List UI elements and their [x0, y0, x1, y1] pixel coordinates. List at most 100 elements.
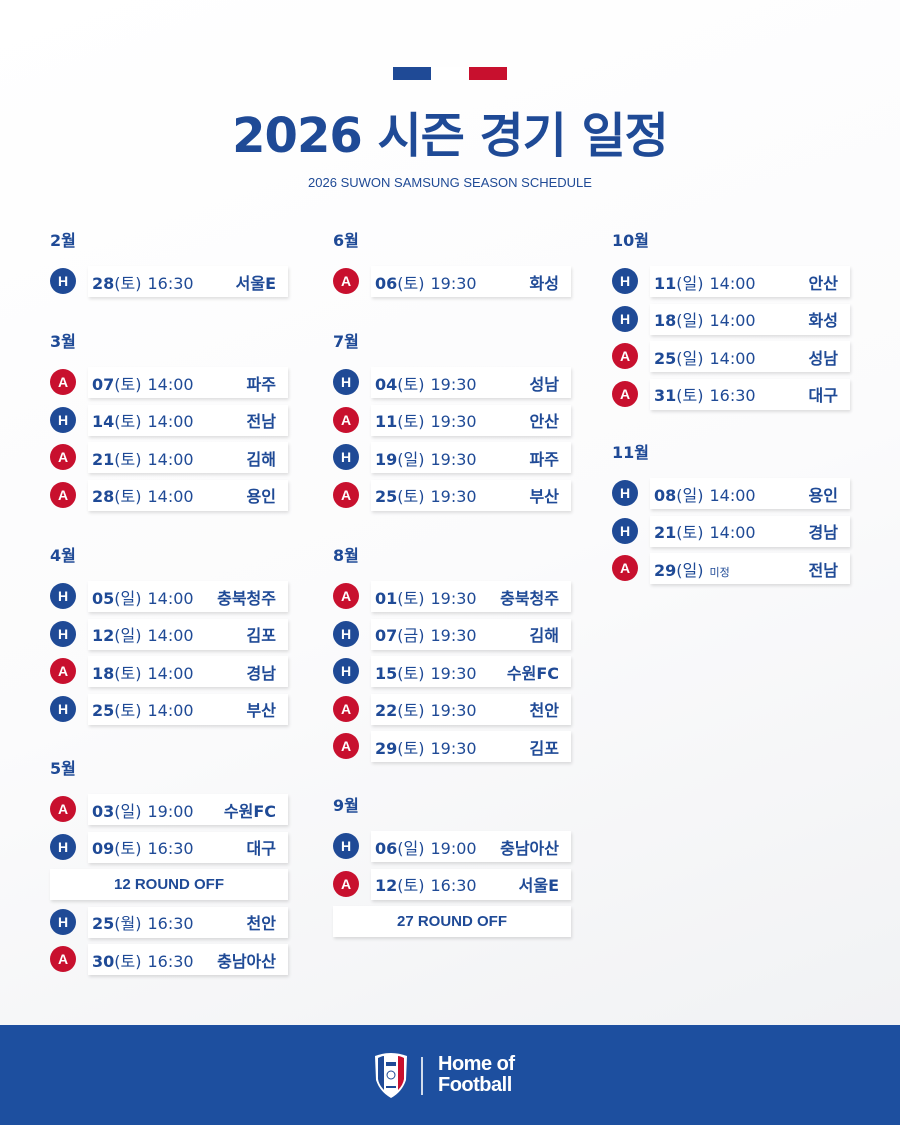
- match-time: 16:30: [430, 876, 477, 895]
- match-date: 05(일) 14:00: [92, 585, 194, 609]
- match-date: 21(토) 14:00: [92, 446, 194, 470]
- home-badge: H: [612, 268, 638, 294]
- match-date: 11(토) 19:30: [375, 408, 477, 432]
- match-card: 25(일) 14:00 성남: [650, 341, 850, 372]
- home-badge: H: [612, 517, 638, 544]
- away-badge: A: [333, 870, 359, 897]
- match-date: 28(토) 14:00: [92, 483, 194, 507]
- match-weekday: (토): [397, 374, 425, 394]
- opponent-name: 수원FC: [223, 801, 276, 821]
- month-label: 6월: [333, 231, 359, 250]
- slogan-line-1: Home of: [438, 1053, 515, 1075]
- match-day: 06: [375, 838, 398, 858]
- match-weekday: (토): [114, 412, 142, 431]
- match-date: 08(일) 14:00: [654, 482, 756, 506]
- match-card: 15(토) 19:30 수원FC: [371, 656, 571, 687]
- opponent-name: 전남: [246, 412, 276, 431]
- match-weekday: (일): [114, 626, 142, 645]
- match-day: 03: [92, 801, 115, 821]
- match-row: A 03(일) 19:00 수원FC: [50, 794, 310, 833]
- match-card: 22(토) 19:30 천안: [371, 693, 571, 725]
- match-row: A 25(일) 14:00 성남: [612, 341, 872, 380]
- match-weekday: (토): [397, 412, 425, 431]
- match-row: A 31(토) 16:30 대구: [612, 378, 872, 418]
- match-time: 14:00: [147, 487, 194, 506]
- match-row: H 07(금) 19:30 김해: [333, 618, 593, 658]
- match-date: 06(일) 19:00: [375, 835, 477, 859]
- month-group: 6월 A 06(토) 19:30 화성: [333, 232, 593, 305]
- match-card: 05(일) 14:00 충북청주: [88, 581, 288, 612]
- match-time: 16:30: [709, 386, 756, 405]
- match-card: 01(토) 19:30 충북청주: [371, 581, 571, 612]
- match-card: 03(일) 19:00 수원FC: [88, 794, 288, 825]
- opponent-name: 김해: [246, 449, 276, 469]
- match-day: 25: [375, 487, 398, 506]
- match-row: H 21(토) 14:00 경남: [612, 515, 872, 555]
- month-group: 2월 H 28(토) 16:30 서울E: [50, 232, 310, 305]
- match-weekday: (토): [114, 663, 142, 683]
- month-label: 4월: [50, 546, 76, 565]
- match-date: 07(토) 14:00: [92, 371, 194, 395]
- match-date: 18(토) 14:00: [92, 660, 194, 684]
- match-weekday: (토): [114, 951, 142, 971]
- match-card: 25(월) 16:30 천안: [88, 906, 288, 938]
- match-day: 18: [92, 663, 115, 683]
- match-card: 28(토) 14:00 용인: [88, 479, 288, 511]
- match-weekday: (토): [114, 449, 142, 469]
- match-date: 29(일) 미정: [654, 557, 730, 581]
- match-card: 29(일) 미정 전남: [650, 553, 850, 584]
- match-row: H 08(일) 14:00 용인: [612, 478, 872, 517]
- opponent-name: 경남: [246, 663, 276, 683]
- slogan-line-2: Football: [438, 1074, 512, 1096]
- match-row: A 07(토) 14:00 파주: [50, 367, 310, 406]
- opponent-name: 충남아산: [217, 951, 276, 971]
- match-row: H 25(월) 16:30 천안: [50, 906, 310, 946]
- match-row: A 28(토) 14:00 용인: [50, 479, 310, 519]
- match-card: 19(일) 19:30 파주: [371, 442, 571, 473]
- opponent-name: 안산: [808, 273, 838, 293]
- home-badge: H: [50, 908, 76, 935]
- match-day: 07: [92, 374, 115, 394]
- match-weekday: (일): [114, 801, 142, 821]
- match-row: H 28(토) 16:30 서울E: [50, 266, 310, 305]
- match-day: 18: [654, 311, 677, 330]
- round-off-label: 12 ROUND OFF: [50, 869, 288, 900]
- match-day: 11: [375, 412, 398, 431]
- opponent-name: 김해: [529, 626, 559, 645]
- match-card: 07(토) 14:00 파주: [88, 367, 288, 398]
- match-time: 19:30: [430, 588, 477, 608]
- match-day: 22: [375, 701, 398, 720]
- match-weekday: (일): [676, 348, 704, 368]
- page-title: 2026 시즌 경기 일정: [232, 108, 669, 164]
- match-time: 19:30: [430, 626, 477, 645]
- match-time: 19:00: [430, 838, 477, 858]
- opponent-name: 파주: [529, 449, 559, 469]
- home-badge: H: [50, 406, 76, 433]
- home-badge: H: [333, 369, 359, 395]
- match-day: 08: [654, 485, 677, 505]
- away-badge: A: [50, 369, 76, 395]
- match-day: 29: [654, 560, 677, 580]
- match-date: 25(일) 14:00: [654, 345, 756, 369]
- month-label: 11월: [612, 443, 649, 462]
- match-card: 21(토) 14:00 경남: [650, 515, 850, 547]
- month-label: 7월: [333, 332, 359, 351]
- month-group: 9월 H 06(일) 19:00 충남아산 A 12(토) 16:30 서울E 27 ROUND …: [333, 797, 593, 945]
- opponent-name: 전남: [808, 560, 838, 580]
- away-badge: A: [50, 946, 76, 972]
- match-weekday: (일): [676, 311, 704, 330]
- opponent-name: 충남아산: [500, 838, 559, 858]
- page-subtitle: 2026 SUWON SAMSUNG SEASON SCHEDULE: [308, 175, 592, 190]
- match-row: H 15(토) 19:30 수원FC: [333, 656, 593, 695]
- match-weekday: (토): [397, 273, 425, 293]
- match-row: H 05(일) 14:00 충북청주: [50, 581, 310, 620]
- match-row: H 04(토) 19:30 성남: [333, 367, 593, 406]
- match-time: 14:00: [147, 701, 194, 720]
- footer-bar: [0, 1025, 900, 1125]
- match-card: 11(토) 19:30 안산: [371, 404, 571, 436]
- match-date: 25(토) 14:00: [92, 697, 194, 721]
- match-row: A 11(토) 19:30 안산: [333, 404, 593, 444]
- match-time: 19:30: [430, 487, 477, 506]
- opponent-name: 성남: [808, 348, 838, 368]
- away-badge: A: [333, 583, 359, 609]
